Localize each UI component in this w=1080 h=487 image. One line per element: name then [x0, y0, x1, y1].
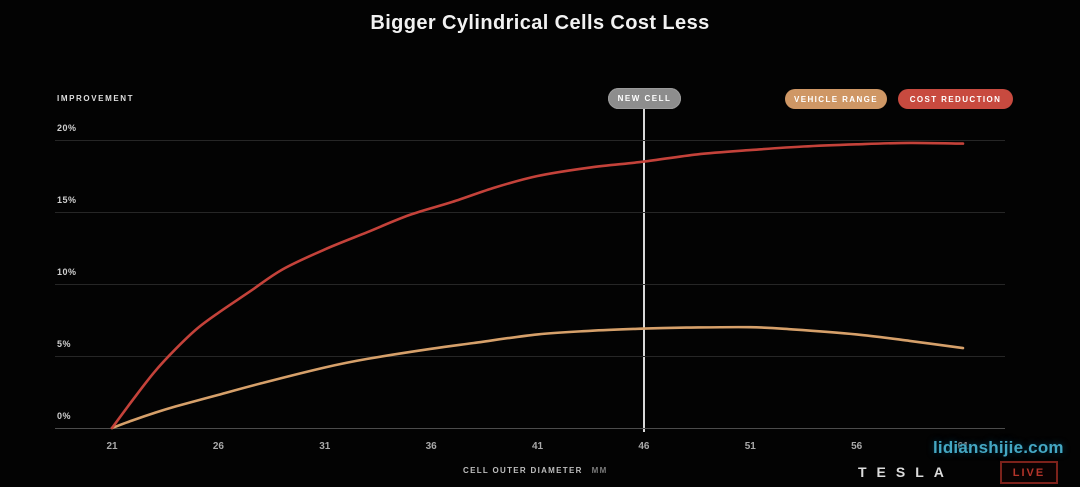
gridline-15% — [55, 212, 1005, 213]
curve-vehicle-range — [110, 325, 965, 430]
gridline-5% — [55, 356, 1005, 357]
x-axis-unit: MM — [591, 466, 608, 475]
x-tick-label: 41 — [531, 441, 544, 452]
x-tick-label: 61 — [957, 441, 969, 452]
tesla-logo: TESLA — [858, 464, 954, 480]
x-tick-label: 46 — [638, 441, 650, 452]
gridline-20% — [55, 140, 1005, 141]
new-cell-badge: NEW CELL — [608, 88, 681, 109]
gridline-10% — [55, 284, 1005, 285]
x-tick-label: 56 — [851, 441, 863, 452]
y-axis-title: IMPROVEMENT — [57, 94, 135, 103]
y-tick-label: 5% — [57, 339, 72, 349]
curve-cost-reduction — [110, 141, 965, 430]
gridline-0% — [55, 428, 1005, 429]
live-badge: LIVE — [1000, 461, 1058, 484]
legend-cost-reduction: COST REDUCTION — [898, 89, 1013, 109]
x-axis-title: CELL OUTER DIAMETER MM — [463, 466, 608, 475]
x-tick-label: 51 — [744, 441, 756, 452]
y-tick-label: 15% — [57, 195, 77, 205]
watermark: lidianshijie.com — [933, 438, 1064, 457]
page-title: Bigger Cylindrical Cells Cost Less — [370, 12, 710, 34]
x-tick-label: 31 — [319, 441, 331, 452]
x-tick-label: 26 — [212, 441, 224, 452]
y-tick-label: 20% — [57, 123, 77, 133]
y-tick-label: 10% — [57, 267, 77, 277]
x-tick-label: 21 — [106, 441, 118, 452]
new-cell-line — [643, 109, 645, 432]
y-tick-label: 0% — [57, 411, 72, 421]
x-axis-title-text: CELL OUTER DIAMETER — [463, 466, 583, 475]
legend-vehicle-range: VEHICLE RANGE — [785, 89, 887, 109]
x-tick-label: 36 — [425, 441, 437, 452]
